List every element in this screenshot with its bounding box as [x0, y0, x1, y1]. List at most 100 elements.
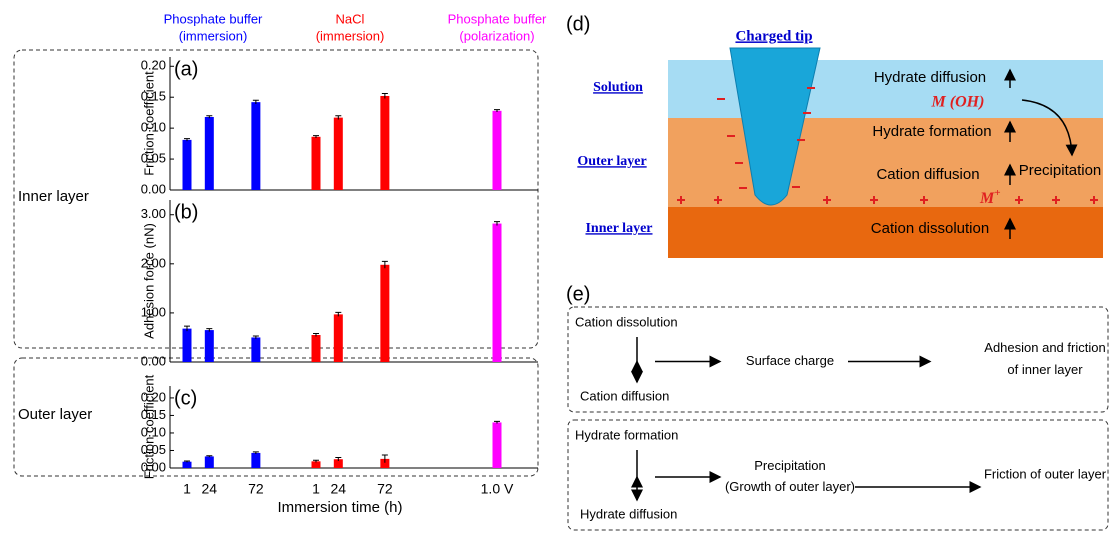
bar [251, 337, 261, 362]
flow-text: (Growth of outer layer) [725, 479, 855, 494]
y-axis-label: Friction coefficient [141, 71, 156, 176]
x-tick-label: 72 [248, 481, 264, 497]
flow-text: of inner layer [1007, 362, 1083, 377]
y-tick-label: 3.00 [141, 206, 166, 221]
x-tick-label: 24 [331, 481, 347, 497]
flow-box [567, 306, 1109, 413]
flow-text: Surface charge [746, 353, 834, 368]
panel-label: (c) [174, 387, 197, 409]
flow-text: Friction of outer layer [984, 466, 1107, 481]
bar [380, 264, 390, 362]
bar [492, 223, 502, 362]
x-tick-label: 1.0 V [481, 481, 514, 497]
bar [333, 459, 343, 468]
layer-label: Inner layer [18, 188, 89, 205]
layer-name: Inner layer [585, 221, 652, 236]
inner-box [13, 49, 539, 349]
x-axis-label: Immersion time (h) [277, 499, 402, 516]
x-tick-label: 72 [377, 481, 393, 497]
outer-box [13, 357, 539, 477]
y-tick-label: 0.00 [141, 353, 166, 368]
bar [182, 328, 192, 362]
y-tick-label: 1.00 [141, 304, 166, 319]
species: M (OH) [931, 94, 985, 111]
error-bar [494, 109, 500, 113]
flow: Cation dissolution Cation diffusion Surfac… [567, 306, 1109, 531]
error-bar [206, 115, 213, 119]
bar [333, 314, 343, 362]
y-axis-label: Adhesion force (nN) [141, 223, 156, 339]
bar [251, 452, 261, 468]
y-tick-label: 0.20 [141, 389, 166, 404]
error-bar [381, 92, 388, 99]
inner-layer [668, 207, 1103, 258]
bar [380, 95, 390, 190]
flow-text: Cation diffusion [580, 388, 669, 403]
layer-label: Outer layer [18, 406, 92, 423]
tip [729, 47, 821, 206]
flow-text: Adhesion and friction [984, 340, 1105, 355]
group-name: NaCl [336, 11, 365, 26]
bar [204, 117, 214, 190]
process: Hydrate formation [872, 123, 991, 140]
charges [677, 87, 1098, 204]
bar [204, 456, 214, 468]
x-tick-label: 1 [183, 481, 191, 497]
error-bar [313, 135, 319, 139]
layer-name: Outer layer [577, 154, 646, 169]
bar [380, 458, 390, 468]
error-bar [252, 451, 259, 454]
error-bar [494, 420, 500, 424]
panel-label: (e) [566, 283, 590, 305]
bar [182, 139, 192, 190]
error-bar [335, 115, 342, 120]
panel-label: (b) [174, 201, 198, 223]
error-bar [381, 260, 388, 269]
bar [333, 117, 343, 190]
panel-label: (d) [566, 13, 590, 35]
y-tick-label: 0.05 [141, 151, 166, 166]
bar [251, 102, 261, 190]
y-tick-label: 0.00 [141, 459, 166, 474]
y-tick-label: 0.20 [141, 58, 166, 73]
error-bar [313, 333, 319, 337]
bar [492, 422, 502, 468]
precipitation: Precipitation [1019, 162, 1102, 179]
ion-charge: + [994, 187, 1000, 199]
error-bar [494, 221, 500, 226]
layer-name: Solution [593, 80, 643, 95]
flow-text: Precipitation [754, 458, 826, 473]
flow-text: Cation dissolution [575, 314, 678, 329]
group-name: Phosphate buffer [448, 11, 547, 26]
process: Cation dissolution [871, 220, 989, 237]
bar [492, 110, 502, 190]
error-bar [252, 335, 259, 339]
y-axis-label: Friction coefficient [141, 374, 156, 479]
y-tick-label: 0.05 [141, 442, 166, 457]
panel-label: (a) [174, 58, 198, 80]
error-bar [184, 138, 190, 142]
flow-text: Hydrate formation [575, 427, 678, 442]
y-tick-label: 0.10 [141, 120, 166, 135]
y-tick-label: 0.15 [141, 407, 166, 422]
bar [311, 136, 321, 190]
x-tick-label: 24 [202, 481, 218, 497]
y-tick-label: 2.00 [141, 255, 166, 270]
error-bar [206, 455, 213, 458]
group-condition: (polarization) [459, 28, 534, 43]
ion: M+ [979, 187, 1001, 207]
y-tick-label: 0.15 [141, 89, 166, 104]
error-bar [313, 459, 319, 463]
error-bar [184, 325, 190, 332]
flow-text: Hydrate diffusion [580, 506, 677, 521]
bar [311, 461, 321, 468]
group-name: Phosphate buffer [164, 11, 263, 26]
y-tick-label: 0.10 [141, 424, 166, 439]
x-tick-label: 1 [312, 481, 320, 497]
error-bar [184, 460, 190, 463]
error-bar [335, 311, 342, 317]
y-tick-label: 0.00 [141, 181, 166, 196]
process: Hydrate diffusion [874, 69, 986, 86]
